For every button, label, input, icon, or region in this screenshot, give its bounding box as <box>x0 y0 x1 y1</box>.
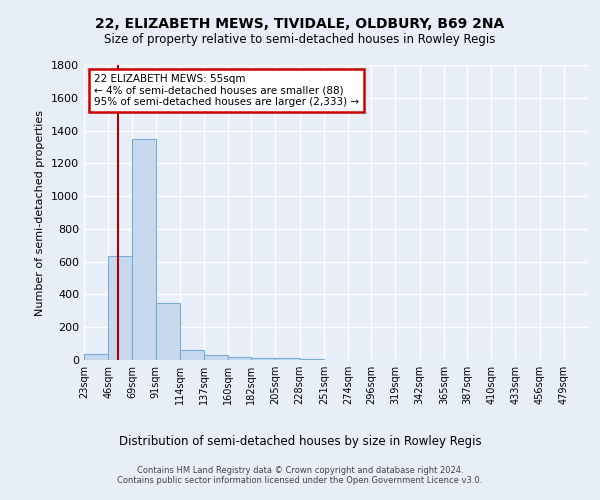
Bar <box>180 350 204 360</box>
Bar <box>84 354 108 360</box>
Text: 22, ELIZABETH MEWS, TIVIDALE, OLDBURY, B69 2NA: 22, ELIZABETH MEWS, TIVIDALE, OLDBURY, B… <box>95 18 505 32</box>
Bar <box>133 138 155 360</box>
Bar <box>108 256 133 360</box>
Text: Contains HM Land Registry data © Crown copyright and database right 2024.
Contai: Contains HM Land Registry data © Crown c… <box>118 466 482 485</box>
Bar <box>155 304 180 360</box>
Bar <box>228 356 251 360</box>
Text: Distribution of semi-detached houses by size in Rowley Regis: Distribution of semi-detached houses by … <box>119 435 481 448</box>
Y-axis label: Number of semi-detached properties: Number of semi-detached properties <box>35 110 46 316</box>
Text: Size of property relative to semi-detached houses in Rowley Regis: Size of property relative to semi-detach… <box>104 32 496 46</box>
Bar <box>204 355 228 360</box>
Text: 22 ELIZABETH MEWS: 55sqm
← 4% of semi-detached houses are smaller (88)
95% of se: 22 ELIZABETH MEWS: 55sqm ← 4% of semi-de… <box>94 74 359 107</box>
Bar <box>299 359 324 360</box>
Bar <box>275 358 299 360</box>
Bar <box>251 358 275 360</box>
